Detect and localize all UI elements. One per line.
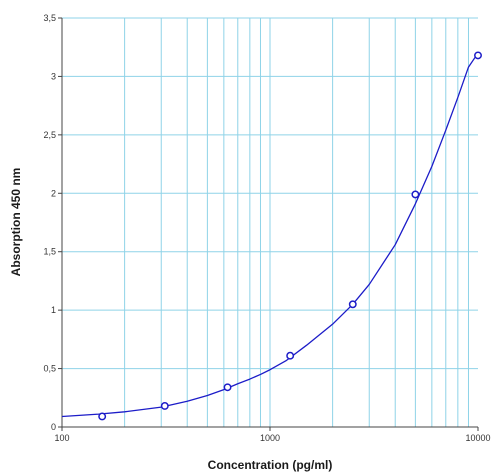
data-points xyxy=(98,51,482,421)
y-tick-label: 3,5 xyxy=(43,13,56,23)
y-tick-label: 1,5 xyxy=(43,247,56,257)
data-point xyxy=(286,351,295,360)
data-point xyxy=(98,412,107,421)
y-tick-label: 0 xyxy=(51,422,56,432)
y-tick-label: 2,5 xyxy=(43,130,56,140)
x-tick-label: 100 xyxy=(54,433,69,443)
tick-labels: 0 0,5 1 1,5 2 2,5 3 3,5 100 1000 10000 xyxy=(43,13,490,443)
data-point xyxy=(160,402,169,410)
data-point xyxy=(223,383,232,392)
data-point xyxy=(348,300,357,309)
axes xyxy=(58,17,479,431)
x-tick-label: 1000 xyxy=(260,433,280,443)
x-tick-label: 10000 xyxy=(465,433,490,443)
data-point xyxy=(411,190,420,199)
y-axis-title: Absorption 450 nm xyxy=(9,168,23,277)
fit-curve xyxy=(61,52,479,418)
y-tick-label: 2 xyxy=(51,188,56,198)
y-tick-label: 3 xyxy=(51,71,56,81)
x-axis-title: Concentration (pg/ml) xyxy=(208,458,333,472)
fit-curve-line xyxy=(61,52,479,418)
data-point xyxy=(474,51,482,60)
y-tick-label: 1 xyxy=(51,305,56,315)
y-tick-label: 0,5 xyxy=(43,364,56,374)
grid-lines xyxy=(62,17,478,427)
